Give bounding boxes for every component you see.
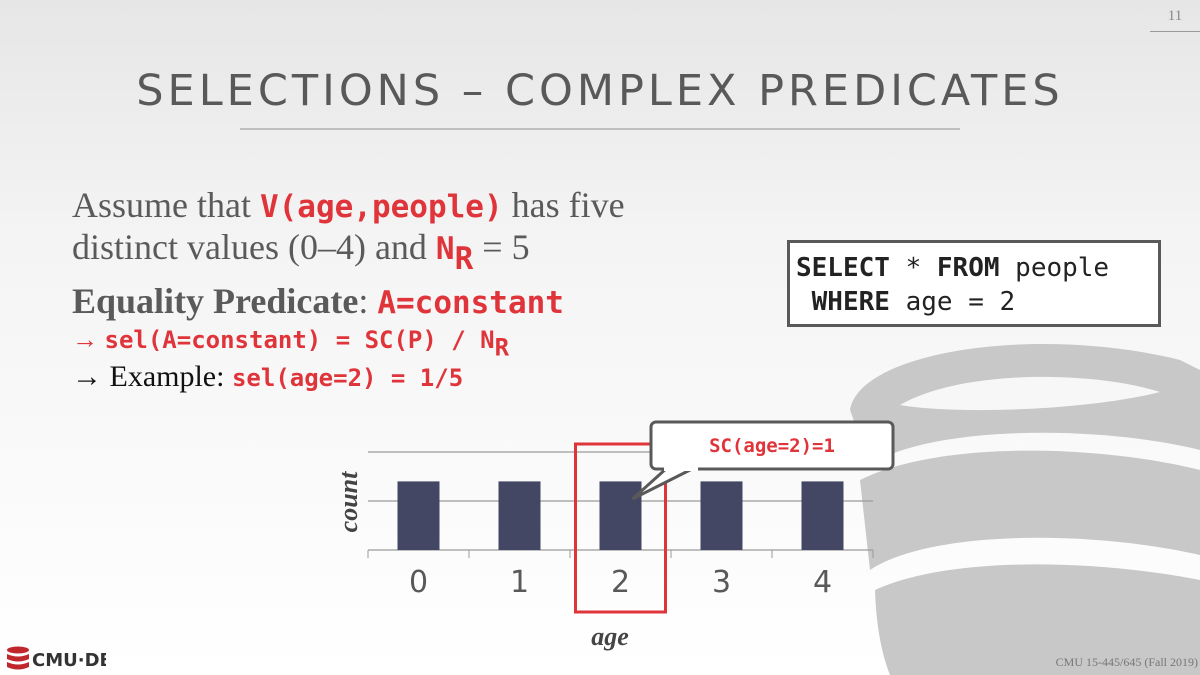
- assumption-line-2: distinct values (0–4) and NR = 5: [72, 226, 530, 277]
- callout-box: [649, 420, 895, 471]
- slide-title: SELECTIONS – COMPLEX PREDICATES: [136, 66, 1064, 116]
- bar-1: [498, 481, 541, 550]
- equality-predicate-colon: :: [358, 281, 378, 321]
- assumption-line-1: Assume that V(age,people) has five: [72, 184, 625, 226]
- title-divider: [240, 128, 960, 130]
- database-icon: [7, 646, 29, 670]
- course-footer: CMU 15-445/645 (Fall 2019): [1055, 655, 1198, 669]
- selectivity-example: → Example: sel(age=2) = 1/5: [72, 360, 463, 394]
- sql-star: *: [889, 253, 937, 283]
- nr-symbol: N: [435, 231, 455, 267]
- x-tick-label-1: 1: [510, 565, 529, 600]
- x-axis-label: age: [591, 622, 629, 651]
- sql-table-name: people: [999, 253, 1110, 283]
- assumption-prefix: Assume that: [72, 185, 260, 225]
- highlight-box: [574, 442, 667, 614]
- example-label: Example:: [109, 360, 232, 393]
- sql-indent: [796, 287, 812, 317]
- x-tick-label-3: 3: [712, 565, 731, 600]
- age-histogram-chart: 0 1 2 3 4 SC(age=2)=1 count age: [334, 420, 895, 651]
- cmu-db-logo: CMU·DB: [7, 646, 106, 671]
- logo-text: CMU·DB: [32, 650, 106, 671]
- equality-predicate-label: Equality Predicate: [72, 281, 359, 321]
- sql-condition: age = 2: [889, 287, 1016, 317]
- selectivity-formula-subscript: R: [494, 333, 510, 362]
- sql-keyword-where: WHERE: [811, 287, 890, 317]
- bar-2: [599, 481, 642, 550]
- x-tick-label-4: 4: [813, 565, 832, 600]
- selectivity-formula-code: sel(A=constant) = SC(P) / N: [104, 326, 495, 354]
- database-background-icon: [850, 344, 1200, 675]
- sql-keyword-select: SELECT: [796, 253, 890, 283]
- distinct-values-text: distinct values (0–4) and: [72, 227, 436, 267]
- selectivity-formula: → sel(A=constant) = SC(P) / NR: [72, 325, 509, 362]
- bar-3: [700, 481, 743, 550]
- sql-keyword-from: FROM: [936, 253, 1000, 283]
- distinct-values-expression: V(age,people): [259, 189, 503, 225]
- callout: SC(age=2)=1: [631, 420, 895, 501]
- equality-predicate-heading: Equality Predicate: A=constant: [72, 280, 564, 322]
- x-tick-label-0: 0: [409, 565, 428, 600]
- example-code: sel(age=2) = 1/5: [231, 364, 464, 392]
- x-tick-label-2: 2: [611, 565, 630, 600]
- sql-query-box: SELECT * FROM people WHERE age = 2: [787, 240, 1161, 327]
- nr-subscript: R: [454, 240, 474, 277]
- arrow-icon: →: [72, 325, 105, 354]
- bar-4: [801, 481, 844, 550]
- assumption-suffix: has five: [502, 185, 625, 225]
- bar-0: [397, 481, 440, 550]
- sql-line-2: WHERE age = 2: [796, 285, 1152, 319]
- y-axis-label: count: [334, 471, 363, 532]
- slide-number: 11: [1150, 8, 1200, 32]
- arrow-icon: →: [72, 360, 110, 393]
- callout-label: SC(age=2)=1: [709, 435, 835, 457]
- sql-line-1: SELECT * FROM people: [796, 251, 1152, 285]
- callout-tail-cover: [664, 466, 698, 471]
- equality-predicate-code: A=constant: [377, 285, 564, 321]
- nr-value: = 5: [473, 227, 530, 267]
